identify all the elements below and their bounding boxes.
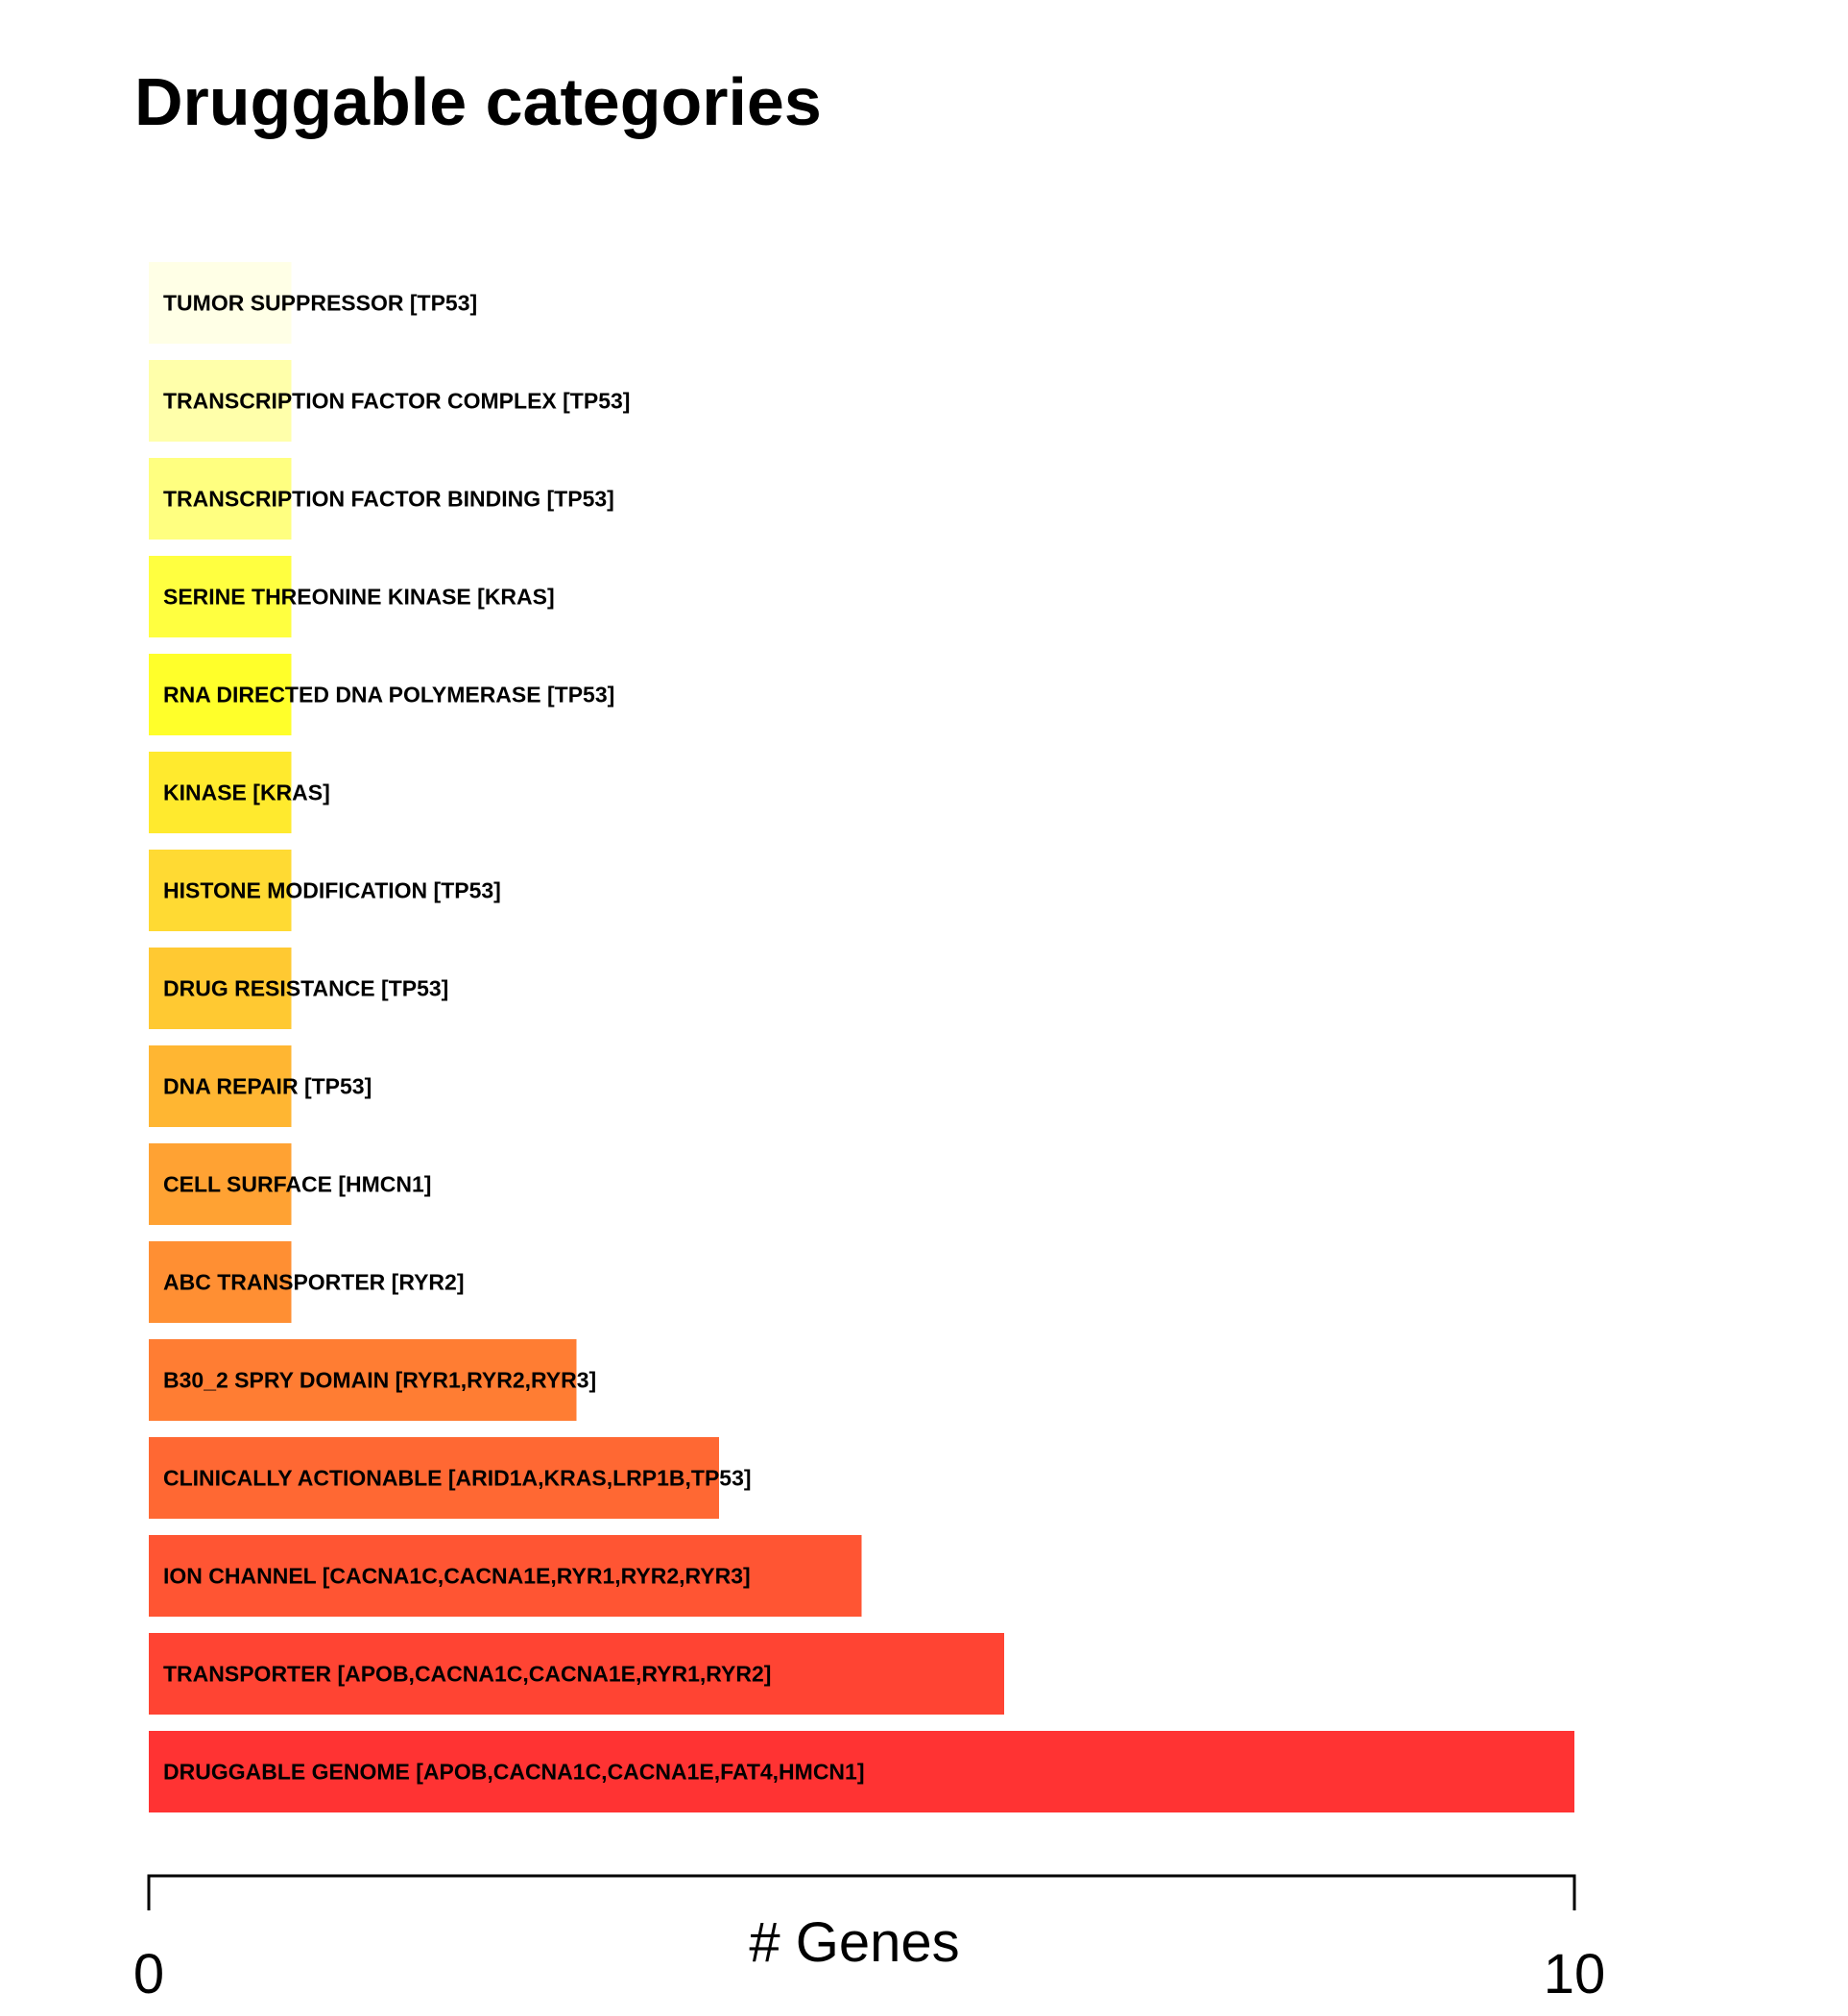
chart-title: Druggable categories: [134, 64, 822, 139]
bar: [149, 850, 292, 931]
bar: [149, 1143, 292, 1225]
bar-label: TRANSCRIPTION FACTOR COMPLEX [TP53]: [163, 389, 630, 414]
x-tick-label: 10: [1544, 1943, 1606, 2005]
bar: [149, 1241, 292, 1323]
bar: [149, 262, 292, 344]
bar-label: TRANSCRIPTION FACTOR BINDING [TP53]: [163, 487, 614, 512]
bar: [149, 948, 292, 1029]
bar-label: DRUGGABLE GENOME [APOB,CACNA1C,CACNA1E,F…: [163, 1760, 865, 1785]
bar-label: RNA DIRECTED DNA POLYMERASE [TP53]: [163, 683, 614, 708]
bar-label: ION CHANNEL [CACNA1C,CACNA1E,RYR1,RYR2,R…: [163, 1564, 751, 1589]
bar: [149, 458, 292, 540]
x-axis-line: [147, 1874, 1576, 1910]
bars-group: TUMOR SUPPRESSOR [TP53] TRANSCRIPTION FAC…: [149, 262, 1574, 1812]
bar: [149, 1339, 577, 1421]
bar: [149, 1535, 862, 1617]
bar: [149, 1633, 1004, 1715]
x-tick-label: 0: [133, 1943, 164, 2005]
bar-label: KINASE [KRAS]: [163, 780, 330, 805]
bar-label: TUMOR SUPPRESSOR [TP53]: [163, 291, 477, 316]
bar: [149, 360, 292, 442]
bar-label: TRANSPORTER [APOB,CACNA1C,CACNA1E,RYR1,R…: [163, 1662, 771, 1687]
x-axis: 0 10: [133, 1874, 1606, 2005]
bar: [149, 752, 292, 833]
bar: [149, 654, 292, 735]
bar: [149, 1045, 292, 1127]
bar: [149, 1731, 1574, 1812]
bar-label: B30_2 SPRY DOMAIN [RYR1,RYR2,RYR3]: [163, 1368, 596, 1393]
bar-label: ABC TRANSPORTER [RYR2]: [163, 1270, 465, 1295]
bar-label: SERINE THREONINE KINASE [KRAS]: [163, 585, 555, 610]
bar: [149, 1437, 719, 1519]
bar-label: DNA REPAIR [TP53]: [163, 1074, 372, 1099]
bar-label: DRUG RESISTANCE [TP53]: [163, 976, 448, 1001]
bar-label: CLINICALLY ACTIONABLE [ARID1A,KRAS,LRP1B…: [163, 1466, 752, 1491]
bar-label: CELL SURFACE [HMCN1]: [163, 1172, 431, 1197]
bar-label: HISTONE MODIFICATION [TP53]: [163, 878, 501, 903]
bar: [149, 556, 292, 637]
x-axis-label: # Genes: [749, 1911, 959, 1974]
